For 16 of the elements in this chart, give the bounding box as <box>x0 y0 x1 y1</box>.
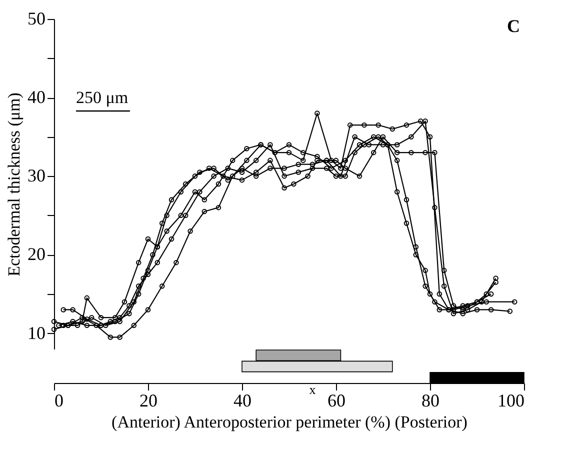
x-tick-label: 60 <box>328 390 346 410</box>
x-tick-label: 0 <box>54 390 64 410</box>
annotation: C <box>507 16 520 36</box>
y-tick-label: 20 <box>28 244 46 264</box>
y-tick-label: 30 <box>28 166 46 186</box>
x-tick-label: 100 <box>498 390 524 410</box>
x-tick-label: 40 <box>234 390 252 410</box>
x-tick-label: 80 <box>422 390 440 410</box>
x-axis-title: (Anterior) Anteroposterior perimeter (%) (Posterior) <box>112 412 468 432</box>
y-tick-label: 40 <box>28 87 46 108</box>
annotation: x <box>309 382 316 397</box>
annotation: 250 μm <box>76 88 128 107</box>
y-axis-title: Ectodermal thickness (μm) <box>4 92 24 276</box>
x-tick-label: 20 <box>140 390 158 410</box>
y-tick-label: 50 <box>28 8 46 28</box>
y-tick-label: 10 <box>28 322 46 343</box>
